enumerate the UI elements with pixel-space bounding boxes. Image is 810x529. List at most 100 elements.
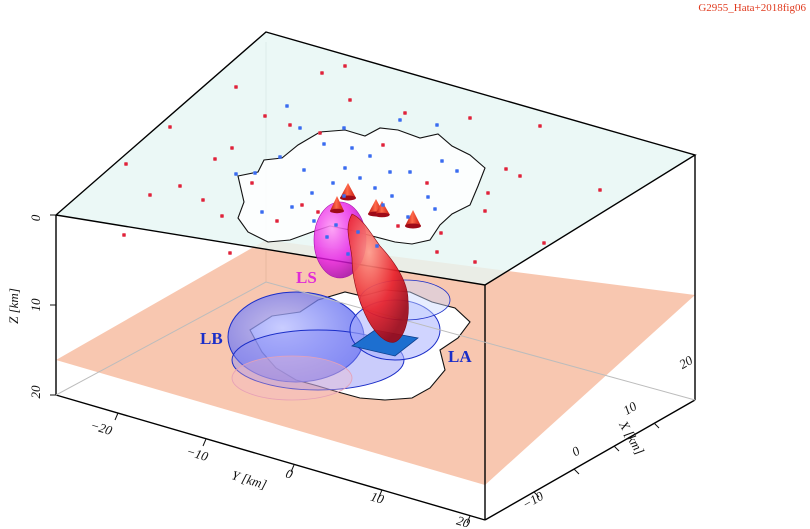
station-marker-icon: [312, 219, 316, 223]
station-marker-icon: [288, 123, 292, 127]
volcano-cone-icon: [374, 201, 390, 218]
box-bottom-back-edges: [55, 281, 696, 401]
z-tick-20: 20: [28, 385, 43, 399]
station-marker-icon: [408, 170, 412, 174]
station-marker-icon: [343, 166, 347, 170]
station-marker-icon: [124, 162, 128, 166]
station-marker-icon: [260, 210, 264, 214]
station-marker-icon: [320, 71, 324, 75]
station-marker-icon: [302, 168, 306, 172]
station-marker-icon: [375, 244, 379, 248]
station-marker-icon: [598, 188, 602, 192]
station-marker-icon: [504, 167, 508, 171]
station-marker-icon: [348, 98, 352, 102]
station-marker-icon: [213, 157, 217, 161]
station-marker-icon: [433, 207, 437, 211]
station-marker-icon: [230, 146, 234, 150]
station-marker-icon: [334, 223, 338, 227]
station-marker-icon: [368, 154, 372, 158]
station-marker-icon: [440, 159, 444, 163]
station-marker-icon: [168, 125, 172, 129]
station-marker-icon: [263, 114, 267, 118]
station-marker-icon: [316, 210, 320, 214]
x-axis-label: X [km]: [616, 417, 648, 457]
station-marker-icon: [250, 181, 254, 185]
station-marker-icon: [542, 241, 546, 245]
island-outline-top: [237, 127, 486, 245]
station-marker-icon: [486, 191, 490, 195]
x-tick-10: 10: [620, 398, 639, 418]
station-marker-icon: [356, 230, 360, 234]
station-marker-icon: [373, 186, 377, 190]
station-marker-icon: [318, 131, 322, 135]
station-marker-icon: [435, 123, 439, 127]
station-marker-icon: [342, 194, 346, 198]
station-marker-icon: [253, 171, 257, 175]
station-marker-icon: [300, 203, 304, 207]
station-marker-icon: [201, 198, 205, 202]
station-marker-icon: [342, 126, 346, 130]
station-marker-icon: [278, 155, 282, 159]
x-tick-0: 0: [569, 443, 583, 459]
station-marker-icon: [455, 169, 459, 173]
station-marker-icon: [390, 194, 394, 198]
x-tick-m10: −10: [520, 488, 547, 512]
station-marker-icon: [310, 191, 314, 195]
station-marker-icon: [396, 224, 400, 228]
station-marker-icon: [398, 118, 402, 122]
station-marker-icon: [435, 250, 439, 254]
station-marker-icon: [228, 251, 232, 255]
x-tick-20: 20: [676, 352, 695, 372]
gnss-stations: [122, 64, 602, 264]
conduit-red: [347, 213, 409, 343]
station-marker-icon: [234, 172, 238, 176]
station-marker-icon: [331, 181, 335, 185]
y-tick-0: 0: [284, 466, 295, 482]
station-marker-icon: [275, 219, 279, 223]
station-marker-icon: [122, 233, 126, 237]
label-lb: LB: [200, 329, 223, 348]
station-marker-icon: [346, 252, 350, 256]
volcano-cone-icon: [330, 196, 344, 214]
y-tick-m20: −20: [89, 417, 115, 438]
station-marker-icon: [290, 205, 294, 209]
station-marker-icon: [425, 181, 429, 185]
z-axis-label: Z [km]: [6, 288, 21, 324]
reservoir-lb: [227, 291, 405, 401]
volcano-cones: [330, 183, 421, 229]
station-marker-icon: [403, 111, 407, 115]
station-marker-icon: [439, 231, 443, 235]
station-marker-icon: [388, 170, 392, 174]
station-marker-icon: [285, 104, 289, 108]
station-marker-icon: [322, 142, 326, 146]
z-axis: 0 10 20 Z [km]: [6, 214, 56, 399]
station-marker-icon: [406, 215, 410, 219]
z-tick-10: 10: [28, 298, 43, 312]
station-marker-icon: [220, 214, 224, 218]
station-marker-icon: [468, 116, 472, 120]
volcano-cone-icon: [405, 210, 421, 229]
figure-id-label: G2955_Hata+2018fig06: [698, 2, 806, 14]
station-marker-icon: [473, 260, 477, 264]
label-la: LA: [448, 347, 472, 366]
station-marker-icon: [518, 174, 522, 178]
station-marker-icon: [381, 143, 385, 147]
box-front-edges: [55, 155, 696, 521]
y-axis-label: Y [km]: [230, 467, 269, 492]
station-marker-icon: [343, 64, 347, 68]
label-ls: LS: [296, 268, 317, 287]
station-marker-icon: [350, 146, 354, 150]
y-tick-m10: −10: [185, 443, 211, 464]
station-marker-icon: [381, 203, 385, 207]
station-marker-icon: [325, 235, 329, 239]
z-tick-0: 0: [28, 214, 43, 221]
station-marker-icon: [483, 209, 487, 213]
station-marker-icon: [148, 193, 152, 197]
y-tick-10: 10: [369, 489, 386, 507]
station-marker-icon: [178, 184, 182, 188]
station-marker-icon: [538, 124, 542, 128]
station-marker-icon: [298, 126, 302, 130]
station-marker-icon: [358, 176, 362, 180]
station-marker-icon: [234, 85, 238, 89]
